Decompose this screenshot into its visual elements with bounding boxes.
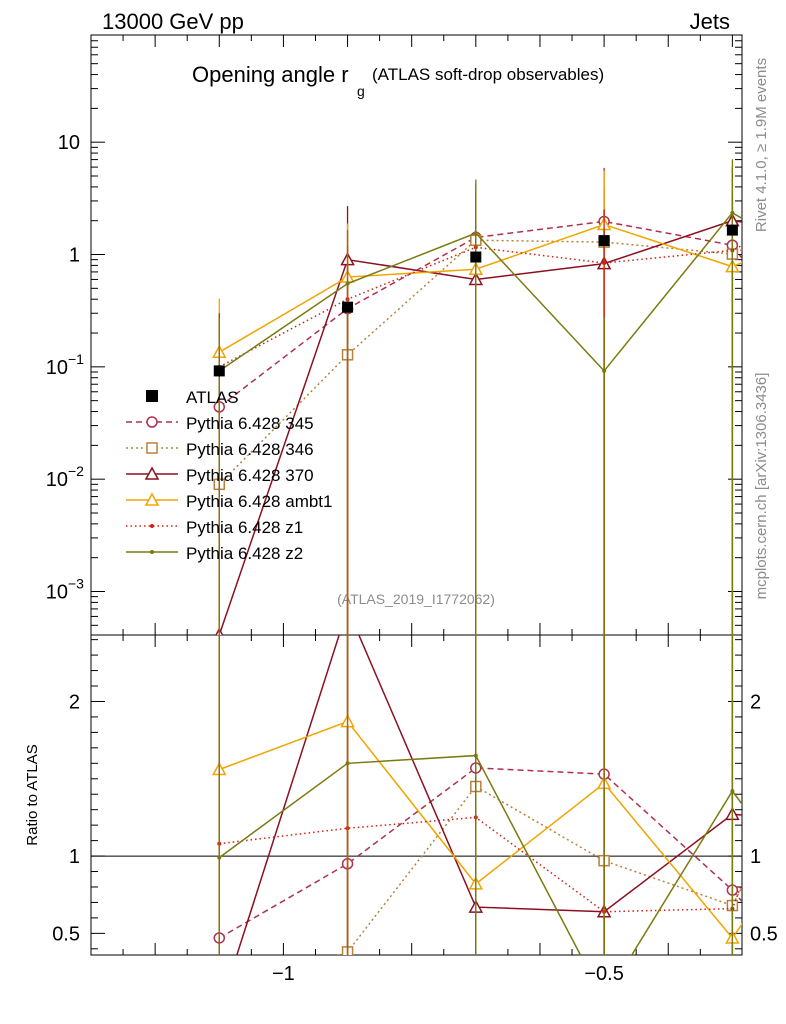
- ratio-series-4: [217, 635, 742, 955]
- series-line-1: [218, 239, 742, 485]
- series-2: [215, 167, 742, 635]
- ratio-tick-label-left-0: 2: [69, 691, 80, 713]
- ratio-point-5-1: [345, 761, 350, 766]
- y-tick-label-3: 10: [46, 469, 68, 491]
- legend-label-3: Pythia 6.428 ambt1: [186, 492, 332, 511]
- series-point-5-4: [730, 210, 735, 215]
- legend-label-5: Pythia 6.428 z2: [186, 544, 303, 563]
- y-tick-label-4: 10: [46, 582, 68, 604]
- plot-title-suffix: (ATLAS soft-drop observables): [372, 65, 604, 84]
- mcplots-label: mcplots.cern.ch [arXiv:1306.3436]: [753, 373, 770, 600]
- ratio-line-4: [219, 816, 742, 913]
- ratio-line-0: [218, 767, 742, 939]
- y-tick-exponent-2: −1: [68, 351, 84, 367]
- data-point-4: [726, 224, 738, 236]
- y-tick-exponent-3: −2: [68, 463, 84, 479]
- series-point-5-3: [602, 368, 607, 373]
- ratio-line-5: [218, 754, 742, 955]
- ratio-line-3: [219, 720, 742, 940]
- ratio-plot: [91, 635, 742, 1015]
- legend-marker-4: [150, 524, 154, 528]
- ratio-tick-label-left-1: 1: [69, 846, 80, 868]
- process-label: Jets: [690, 9, 730, 34]
- ratio-series-5: [217, 635, 742, 1002]
- ratio-tick-label-right-2: 0.5: [750, 923, 778, 945]
- main-plot: [212, 159, 742, 635]
- data-point-0: [213, 365, 225, 377]
- ratio-point-1-0: [214, 990, 224, 1000]
- legend-marker-3: [144, 492, 160, 506]
- y-tick-exponent-4: −3: [68, 576, 84, 592]
- legend-label-2: Pythia 6.428 370: [186, 466, 314, 485]
- ratio-point-2-0: [213, 1004, 225, 1015]
- data-series: [213, 224, 738, 377]
- series-line-3: [218, 223, 742, 353]
- legend-label-1: Pythia 6.428 346: [186, 440, 314, 459]
- legend: ATLAS Pythia 6.428 345 Pythia 6.428 346 Pyt…: [126, 388, 332, 563]
- x-tick-label-1: −0.5: [584, 963, 623, 985]
- series-line-0: [218, 220, 742, 408]
- series-line-4: [218, 244, 742, 368]
- data-point-2: [470, 251, 482, 263]
- legend-marker-2: [144, 466, 160, 480]
- ratio-point-5-3: [602, 998, 606, 1002]
- y-tick-label-2: 10: [46, 357, 68, 379]
- legend-label-4: Pythia 6.428 z1: [186, 518, 303, 537]
- series-line-5: [218, 211, 742, 373]
- ratio-tick-label-left-2: 0.5: [52, 923, 80, 945]
- legend-marker-1: [146, 442, 158, 454]
- series-point-4-3: [602, 261, 607, 266]
- plot-title-subscript: g: [357, 83, 365, 99]
- legend-label-0: Pythia 6.428 345: [186, 414, 314, 433]
- series-line-2: [218, 219, 742, 635]
- ratio-ylabel: Ratio to ATLAS: [24, 744, 41, 845]
- series-point-5-1: [345, 281, 350, 286]
- y-tick-label-1: 1: [69, 245, 80, 267]
- legend-marker-5: [150, 550, 154, 554]
- legend-marker-data: [146, 390, 158, 402]
- ratio-tick-label-right-0: 2: [750, 691, 761, 713]
- ratio-tick-label-right-1: 1: [750, 846, 761, 868]
- ratio-point-5-2: [473, 753, 478, 758]
- ratio-line-2: [236, 635, 742, 955]
- ratio-point-5-4: [730, 789, 735, 794]
- data-point-1: [342, 301, 354, 313]
- ratio-series-3: [212, 635, 742, 955]
- y-tick-label-0: 10: [58, 132, 80, 154]
- plot-title: Opening angle r: [192, 62, 349, 87]
- analysis-id: (ATLAS_2019_I1772062): [337, 591, 495, 607]
- data-point-3: [598, 235, 610, 247]
- ratio-frame: [90, 634, 743, 956]
- series-0: [213, 167, 742, 635]
- series-point-5-2: [473, 231, 478, 236]
- ratio-series-1: [214, 635, 742, 1000]
- legend-label-data: ATLAS: [186, 388, 239, 407]
- energy-label: 13000 GeV pp: [102, 9, 244, 34]
- x-tick-label-0: −1: [272, 963, 295, 985]
- rivet-label: Rivet 4.1.0, ≥ 1.9M events: [753, 58, 770, 232]
- legend-marker-0: [146, 416, 158, 428]
- ratio-point-5-0: [217, 855, 222, 860]
